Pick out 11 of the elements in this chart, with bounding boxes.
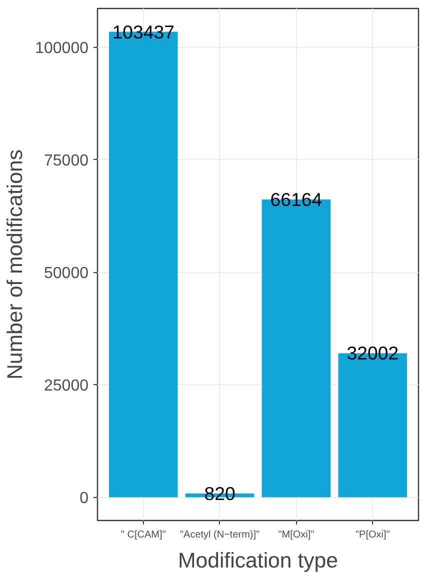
y-tick-label: 50000 bbox=[44, 265, 89, 282]
y-tick-label: 100000 bbox=[35, 40, 89, 58]
x-axis-title: Modification type bbox=[178, 548, 338, 572]
y-tick-label: 0 bbox=[80, 490, 89, 508]
x-tick-label: " C[CAM]" bbox=[120, 530, 166, 540]
y-axis-title: Number of modifications bbox=[3, 150, 28, 380]
y-tick-label: 75000 bbox=[44, 152, 89, 170]
x-tick-label: "P[Oxi]" bbox=[355, 530, 390, 540]
x-tick-label: "Acetyl (N−term)]" bbox=[180, 530, 260, 540]
y-tick-label: 25000 bbox=[44, 378, 89, 395]
x-tick-label: "M[Oxi]" bbox=[278, 530, 315, 540]
